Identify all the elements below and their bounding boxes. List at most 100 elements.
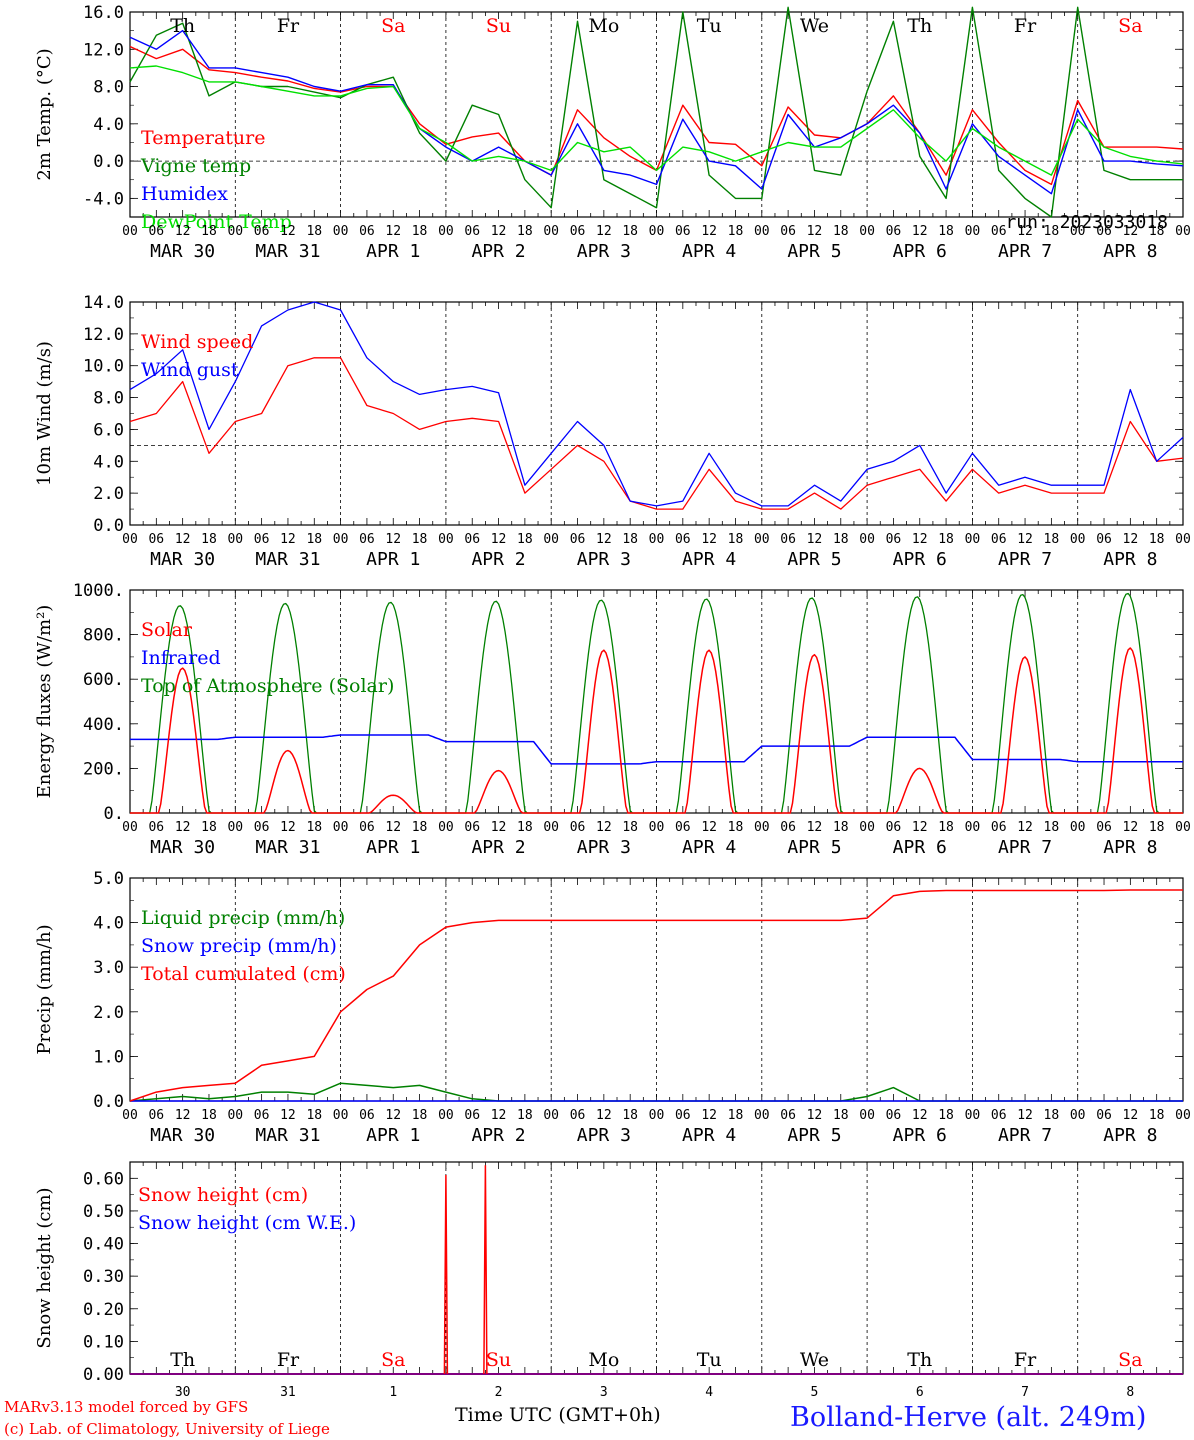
hour-tick-label: 00 — [1070, 1108, 1086, 1123]
y-tick-label: 3.0 — [93, 958, 124, 978]
date-label: APR 5 — [787, 241, 841, 262]
hour-tick-label: 00 — [1175, 1108, 1191, 1123]
weekday-label: Tu — [697, 1349, 722, 1371]
date-label: APR 6 — [893, 549, 947, 570]
hour-tick-label: 00 — [859, 224, 875, 239]
day-number-label: 5 — [811, 1385, 819, 1400]
date-label: MAR 31 — [255, 241, 320, 262]
hour-tick-label: 00 — [1175, 224, 1191, 239]
y-tick-label: 12.0 — [83, 325, 124, 345]
weekday-label: Fr — [277, 1349, 300, 1371]
hour-tick-label: 06 — [780, 224, 796, 239]
date-label: APR 5 — [787, 549, 841, 570]
hour-tick-label: 12 — [1123, 532, 1139, 547]
date-label: APR 6 — [893, 241, 947, 262]
y-tick-label: 8.0 — [93, 389, 124, 409]
date-label: APR 7 — [998, 241, 1052, 262]
legend-entry: Temperature — [141, 127, 265, 149]
y-tick-label: 4.0 — [93, 452, 124, 472]
hour-tick-label: 18 — [938, 820, 954, 835]
hour-tick-label: 12 — [385, 532, 401, 547]
y-tick-label: 2.0 — [93, 1003, 124, 1023]
date-label: APR 3 — [577, 549, 631, 570]
day-number-label: 7 — [1021, 1385, 1029, 1400]
hour-tick-label: 12 — [1123, 224, 1139, 239]
hour-tick-label: 06 — [570, 1108, 586, 1123]
hour-tick-label: 12 — [1123, 820, 1139, 835]
date-label: APR 5 — [787, 837, 841, 858]
hour-tick-label: 00 — [122, 532, 138, 547]
weekday-label: Sa — [381, 15, 405, 37]
date-label: APR 6 — [893, 1125, 947, 1146]
y-tick-label: 5.0 — [93, 869, 124, 889]
y-tick-label: 4.0 — [93, 115, 124, 135]
date-label: APR 8 — [1103, 1125, 1157, 1146]
date-label: APR 8 — [1103, 837, 1157, 858]
legend-entry: Solar — [141, 619, 193, 641]
hour-tick-label: 06 — [886, 820, 902, 835]
y-tick-label: 0. — [104, 804, 124, 824]
hour-tick-label: 12 — [280, 820, 296, 835]
hour-tick-label: 12 — [912, 820, 928, 835]
hour-tick-label: 12 — [912, 1108, 928, 1123]
date-label: APR 3 — [577, 1125, 631, 1146]
hour-tick-label: 18 — [201, 1108, 217, 1123]
hour-tick-label: 06 — [148, 532, 164, 547]
hour-tick-label: 18 — [622, 1108, 638, 1123]
day-number-label: 3 — [600, 1385, 608, 1400]
weekday-label: Fr — [277, 15, 300, 37]
weekday-label: Th — [170, 15, 195, 37]
hour-tick-label: 06 — [1096, 532, 1112, 547]
date-label: APR 6 — [893, 837, 947, 858]
hour-tick-label: 18 — [412, 1108, 428, 1123]
hour-tick-label: 00 — [965, 820, 981, 835]
hour-tick-label: 18 — [1149, 1108, 1165, 1123]
hour-tick-label: 18 — [1149, 532, 1165, 547]
weekday-label: Sa — [1118, 15, 1142, 37]
hour-tick-label: 06 — [1096, 224, 1112, 239]
hour-tick-label: 12 — [1017, 820, 1033, 835]
hour-tick-label: 00 — [754, 224, 770, 239]
y-axis-label: Energy fluxes (W/m²) — [34, 605, 55, 799]
hour-tick-label: 00 — [649, 532, 665, 547]
y-tick-label: 14.0 — [83, 293, 124, 313]
hour-tick-label: 06 — [675, 224, 691, 239]
y-tick-label: 400. — [83, 715, 124, 735]
legend-entry: Wind speed — [141, 331, 253, 353]
y-tick-label: 0.40 — [83, 1235, 124, 1255]
hour-tick-label: 18 — [306, 224, 322, 239]
hour-tick-label: 18 — [938, 224, 954, 239]
date-label: MAR 30 — [150, 549, 215, 570]
x-axis-label: Time UTC (GMT+0h) — [455, 1404, 661, 1426]
hour-tick-label: 06 — [1096, 820, 1112, 835]
hour-tick-label: 12 — [596, 1108, 612, 1123]
date-label: APR 2 — [471, 241, 525, 262]
hour-tick-label: 00 — [859, 532, 875, 547]
snow-spike-0 — [443, 1175, 449, 1375]
hour-tick-label: 06 — [675, 1108, 691, 1123]
date-label: APR 7 — [998, 549, 1052, 570]
hour-tick-label: 00 — [965, 1108, 981, 1123]
hour-tick-label: 12 — [912, 224, 928, 239]
hour-tick-label: 18 — [306, 820, 322, 835]
weekday-label: Su — [486, 15, 511, 37]
hour-tick-label: 12 — [1017, 532, 1033, 547]
hour-tick-label: 12 — [807, 1108, 823, 1123]
hour-tick-label: 18 — [1044, 820, 1060, 835]
hour-tick-label: 06 — [464, 532, 480, 547]
hour-tick-label: 12 — [596, 820, 612, 835]
hour-tick-label: 00 — [333, 1108, 349, 1123]
day-number-label: 2 — [495, 1385, 503, 1400]
hour-tick-label: 12 — [175, 820, 191, 835]
date-label: APR 7 — [998, 1125, 1052, 1146]
hour-tick-label: 18 — [1044, 224, 1060, 239]
hour-tick-label: 18 — [1044, 1108, 1060, 1123]
y-tick-label: 16.0 — [83, 3, 124, 23]
day-number-label: 8 — [1126, 1385, 1134, 1400]
series-line-0 — [129, 357, 1184, 510]
date-label: MAR 31 — [255, 837, 320, 858]
legend-entry: Infrared — [141, 647, 221, 669]
hour-tick-label: 18 — [728, 1108, 744, 1123]
y-tick-label: 0.30 — [83, 1267, 124, 1287]
